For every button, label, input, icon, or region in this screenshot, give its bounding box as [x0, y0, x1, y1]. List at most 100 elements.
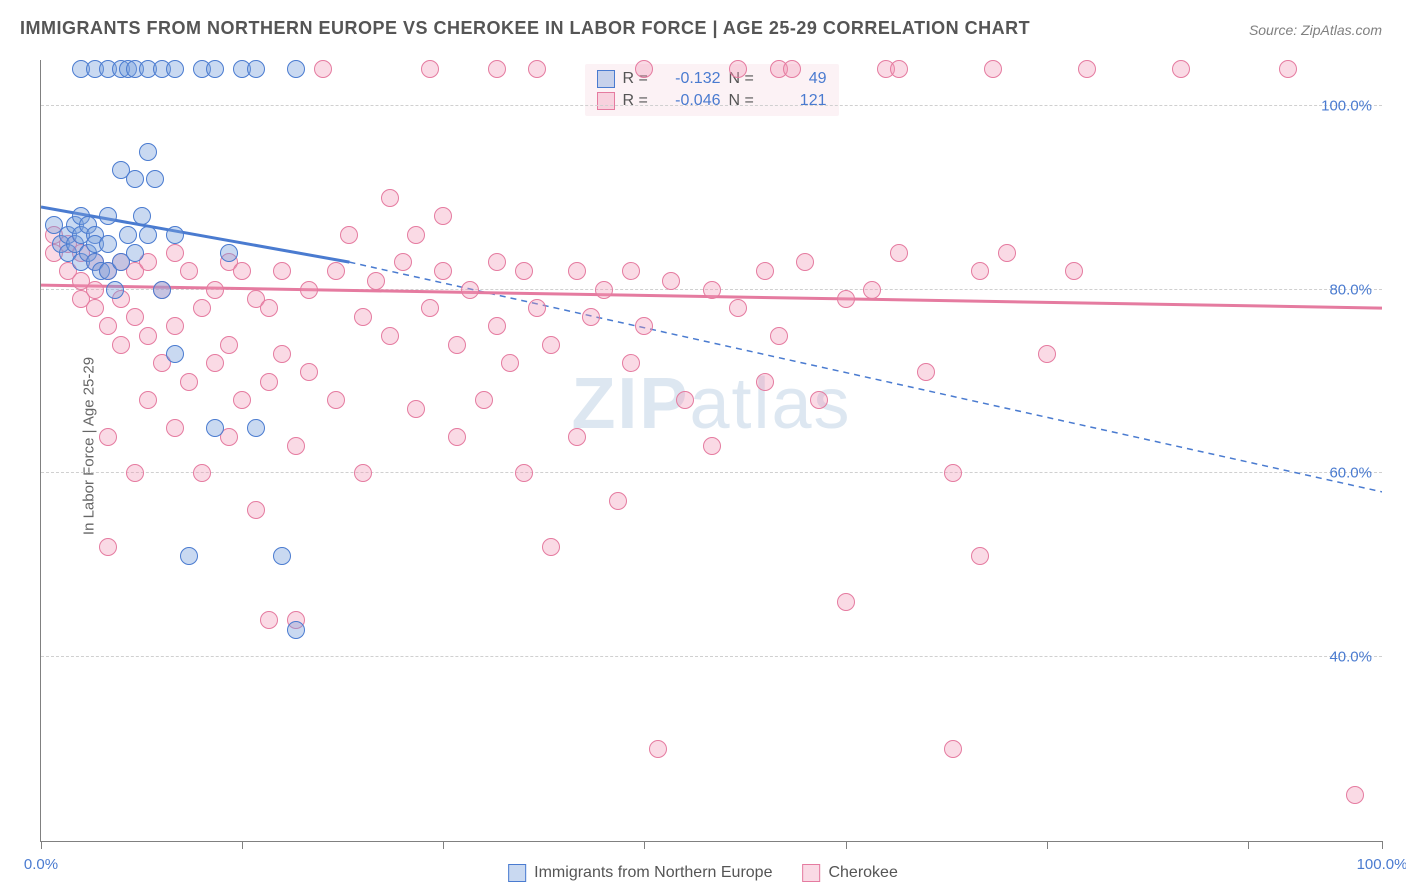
x-tick [644, 841, 645, 849]
data-point [381, 189, 399, 207]
y-tick-label: 40.0% [1329, 649, 1372, 666]
data-point [273, 345, 291, 363]
data-point [501, 354, 519, 372]
y-tick-label: 60.0% [1329, 465, 1372, 482]
legend-row-series-b: R = -0.046 N = 121 [597, 90, 827, 112]
data-point [126, 244, 144, 262]
data-point [1346, 786, 1364, 804]
data-point [756, 262, 774, 280]
data-point [287, 60, 305, 78]
swatch-icon [802, 864, 820, 882]
data-point [166, 244, 184, 262]
data-point [233, 262, 251, 280]
data-point [488, 60, 506, 78]
data-point [407, 226, 425, 244]
data-point [837, 290, 855, 308]
n-value: 121 [767, 92, 827, 110]
data-point [247, 501, 265, 519]
data-point [247, 60, 265, 78]
data-point [86, 299, 104, 317]
x-tick [242, 841, 243, 849]
data-point [1279, 60, 1297, 78]
data-point [206, 60, 224, 78]
data-point [729, 60, 747, 78]
data-point [622, 262, 640, 280]
data-point [515, 262, 533, 280]
source-attribution: Source: ZipAtlas.com [1249, 22, 1382, 38]
data-point [528, 299, 546, 317]
data-point [421, 60, 439, 78]
data-point [354, 464, 372, 482]
data-point [917, 363, 935, 381]
data-point [796, 253, 814, 271]
data-point [86, 281, 104, 299]
data-point [367, 272, 385, 290]
data-point [327, 262, 345, 280]
data-point [166, 345, 184, 363]
data-point [703, 281, 721, 299]
data-point [890, 244, 908, 262]
data-point [542, 538, 560, 556]
chart-title: IMMIGRANTS FROM NORTHERN EUROPE VS CHERO… [20, 18, 1030, 39]
data-point [635, 317, 653, 335]
r-value: -0.132 [661, 70, 721, 88]
data-point [676, 391, 694, 409]
data-point [99, 428, 117, 446]
x-tick [1047, 841, 1048, 849]
gridline [41, 472, 1382, 473]
legend-label: Immigrants from Northern Europe [534, 864, 772, 882]
data-point [810, 391, 828, 409]
legend-item-series-b: Cherokee [802, 864, 897, 882]
data-point [756, 373, 774, 391]
data-point [287, 621, 305, 639]
data-point [863, 281, 881, 299]
data-point [488, 253, 506, 271]
data-point [139, 391, 157, 409]
data-point [461, 281, 479, 299]
data-point [146, 170, 164, 188]
data-point [595, 281, 613, 299]
data-point [180, 547, 198, 565]
n-label: N = [729, 92, 759, 110]
watermark: ZIPatlas [571, 363, 851, 445]
data-point [119, 226, 137, 244]
data-point [1038, 345, 1056, 363]
r-label: R = [623, 92, 653, 110]
data-point [1065, 262, 1083, 280]
data-point [260, 611, 278, 629]
data-point [139, 143, 157, 161]
gridline [41, 105, 1382, 106]
data-point [112, 336, 130, 354]
data-point [99, 538, 117, 556]
plot-area: ZIPatlas R = -0.132 N = 49 R = -0.046 N … [40, 60, 1382, 842]
data-point [233, 391, 251, 409]
data-point [139, 327, 157, 345]
x-tick [846, 841, 847, 849]
data-point [260, 299, 278, 317]
source-prefix: Source: [1249, 22, 1301, 38]
data-point [890, 60, 908, 78]
data-point [287, 437, 305, 455]
data-point [998, 244, 1016, 262]
data-point [448, 336, 466, 354]
data-point [126, 308, 144, 326]
data-point [300, 363, 318, 381]
data-point [166, 317, 184, 335]
data-point [971, 262, 989, 280]
data-point [99, 207, 117, 225]
x-tick [41, 841, 42, 849]
data-point [126, 464, 144, 482]
chart-container: IMMIGRANTS FROM NORTHERN EUROPE VS CHERO… [0, 0, 1406, 892]
data-point [944, 740, 962, 758]
data-point [206, 281, 224, 299]
data-point [944, 464, 962, 482]
data-point [247, 419, 265, 437]
data-point [528, 60, 546, 78]
data-point [568, 428, 586, 446]
data-point [421, 299, 439, 317]
swatch-icon [508, 864, 526, 882]
data-point [1078, 60, 1096, 78]
data-point [568, 262, 586, 280]
data-point [381, 327, 399, 345]
swatch-icon [597, 92, 615, 110]
